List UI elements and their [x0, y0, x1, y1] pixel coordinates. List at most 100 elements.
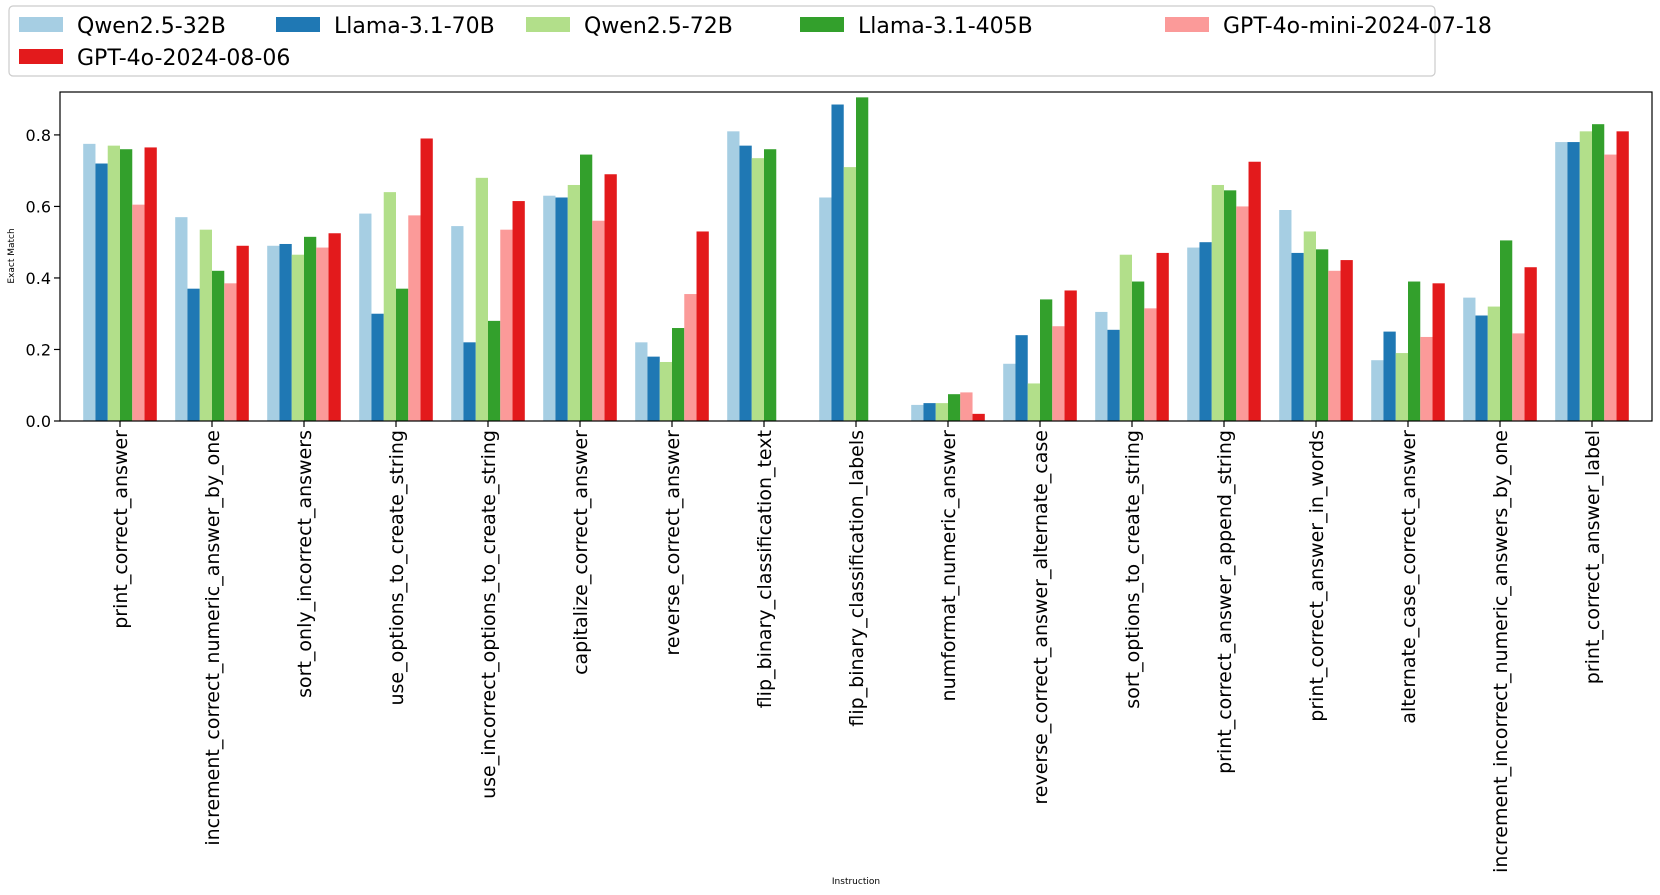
legend-label: GPT-4o-mini-2024-07-18: [1223, 14, 1492, 39]
legend-swatch: [1165, 17, 1209, 32]
x-tick-label: use_incorrect_options_to_create_string: [478, 430, 500, 799]
bar-GPT-4o-2024-08-06-increment_incorrect_numeric_answers_by_one: [1524, 267, 1537, 421]
y-tick-label: 0.2: [26, 340, 51, 359]
legend-label: Llama-3.1-70B: [334, 14, 495, 39]
bar-Llama-3.1-70B-sort_only_incorrect_answers: [279, 243, 292, 421]
legend: Qwen2.5-32B Llama-3.1-70B Qwen2.5-72B Llama…: [8, 5, 1492, 77]
bar-GPT-4o-mini-2024-07-18-alternate_case_correct_answer: [1420, 336, 1433, 421]
x-axis-title: Instruction: [832, 877, 880, 887]
bar-Llama-3.1-405B-numformat_numeric_answer: [948, 394, 961, 421]
x-tick-label: print_correct_answer: [110, 430, 132, 629]
y-tick-label: 0.0: [26, 412, 51, 431]
bar-Qwen2.5-32B-reverse_correct_answer: [635, 342, 648, 421]
bar-Llama-3.1-70B-flip_binary_classification_labels: [831, 104, 844, 422]
bar-Qwen2.5-32B-flip_binary_classification_text: [727, 131, 740, 421]
plot-frame: [59, 91, 1653, 422]
bar-Qwen2.5-32B-sort_options_to_create_string: [1095, 311, 1108, 421]
bar-GPT-4o-mini-2024-07-18-reverse_correct_answer_alternate_case: [1052, 326, 1065, 421]
bar-Llama-3.1-70B-sort_options_to_create_string: [1107, 329, 1120, 421]
y-axis: 0.0 0.2 0.4 0.6 0.8: [26, 126, 60, 431]
bar-GPT-4o-mini-2024-07-18-sort_only_incorrect_answers: [316, 247, 329, 421]
bar-GPT-4o-mini-2024-07-18-reverse_correct_answer: [684, 294, 697, 421]
bar-Qwen2.5-72B-increment_correct_numeric_answer_by_one: [199, 229, 212, 421]
legend-label: Qwen2.5-72B: [584, 14, 733, 39]
bar-Llama-3.1-70B-print_correct_answer_append_string: [1199, 242, 1212, 421]
bar-Qwen2.5-32B-capitalize_correct_answer: [543, 195, 556, 421]
bar-Qwen2.5-32B-print_correct_answer: [83, 143, 96, 421]
bar-GPT-4o-mini-2024-07-18-print_correct_answer_label: [1604, 154, 1617, 421]
bar-Qwen2.5-32B-print_correct_answer_label: [1555, 142, 1568, 421]
bar-Llama-3.1-70B-reverse_correct_answer: [647, 356, 660, 421]
bar-Qwen2.5-32B-sort_only_incorrect_answers: [267, 245, 280, 421]
legend-frame: [8, 5, 1436, 77]
x-tick-label: increment_incorrect_numeric_answers_by_o…: [1490, 430, 1512, 873]
bar-Qwen2.5-32B-increment_incorrect_numeric_answers_by_one: [1463, 297, 1476, 422]
bar-Llama-3.1-70B-alternate_case_correct_answer: [1383, 331, 1396, 421]
x-tick-label: print_correct_answer_label: [1582, 430, 1604, 684]
bar-GPT-4o-2024-08-06-sort_options_to_create_string: [1156, 252, 1169, 421]
bar-Qwen2.5-32B-numformat_numeric_answer: [911, 404, 924, 421]
bar-Llama-3.1-70B-print_correct_answer: [95, 163, 108, 421]
bar-GPT-4o-2024-08-06-reverse_correct_answer_alternate_case: [1064, 290, 1077, 421]
bar-GPT-4o-mini-2024-07-18-print_correct_answer_append_string: [1236, 206, 1249, 421]
bar-Llama-3.1-405B-sort_options_to_create_string: [1132, 281, 1145, 421]
bar-Llama-3.1-405B-flip_binary_classification_text: [764, 149, 777, 421]
legend-swatch: [800, 17, 844, 32]
bar-Qwen2.5-72B-sort_only_incorrect_answers: [291, 254, 304, 421]
bar-Qwen2.5-32B-use_incorrect_options_to_create_string: [451, 226, 464, 421]
bar-Llama-3.1-405B-sort_only_incorrect_answers: [304, 236, 317, 421]
bar-GPT-4o-2024-08-06-print_correct_answer_in_words: [1340, 260, 1353, 421]
bar-Qwen2.5-72B-use_options_to_create_string: [383, 192, 396, 421]
bar-Qwen2.5-72B-print_correct_answer_label: [1579, 131, 1592, 421]
x-tick-label: reverse_correct_answer: [662, 430, 684, 656]
bar-GPT-4o-mini-2024-07-18-increment_correct_numeric_answer_by_one: [224, 283, 237, 421]
y-axis-title: Exact Match: [7, 228, 17, 283]
x-tick-label: sort_only_incorrect_answers: [294, 430, 316, 698]
plot-area: 0.0 0.2 0.4 0.6 0.8 print_correct_answer incr…: [26, 91, 1653, 873]
bar-Qwen2.5-72B-reverse_correct_answer_alternate_case: [1027, 383, 1040, 421]
bar-Llama-3.1-70B-flip_binary_classification_text: [739, 145, 752, 421]
legend-label: Llama-3.1-405B: [858, 14, 1033, 39]
x-tick-label: flip_binary_classification_labels: [846, 430, 868, 727]
legend-swatch: [526, 17, 570, 32]
x-tick-label: print_correct_answer_in_words: [1306, 430, 1328, 722]
legend-label: GPT-4o-2024-08-06: [77, 46, 290, 71]
bar-Llama-3.1-405B-print_correct_answer_label: [1592, 124, 1605, 422]
bar-GPT-4o-mini-2024-07-18-capitalize_correct_answer: [592, 220, 605, 421]
bar-Qwen2.5-72B-sort_options_to_create_string: [1119, 254, 1132, 421]
bar-Llama-3.1-405B-use_incorrect_options_to_create_string: [488, 320, 501, 421]
bar-Qwen2.5-72B-flip_binary_classification_labels: [843, 167, 856, 421]
bar-Qwen2.5-32B-reverse_correct_answer_alternate_case: [1003, 363, 1016, 421]
bar-GPT-4o-2024-08-06-alternate_case_correct_answer: [1432, 283, 1445, 421]
bar-Qwen2.5-72B-alternate_case_correct_answer: [1395, 353, 1408, 421]
bar-Qwen2.5-72B-reverse_correct_answer: [659, 361, 672, 421]
bar-Qwen2.5-72B-flip_binary_classification_text: [751, 158, 764, 421]
bar-GPT-4o-2024-08-06-numformat_numeric_answer: [972, 413, 985, 421]
bar-GPT-4o-mini-2024-07-18-sort_options_to_create_string: [1144, 308, 1157, 421]
bar-Llama-3.1-70B-use_options_to_create_string: [371, 313, 384, 421]
bar-Llama-3.1-405B-reverse_correct_answer: [672, 328, 685, 421]
bar-GPT-4o-2024-08-06-print_correct_answer_append_string: [1248, 161, 1261, 422]
bar-Qwen2.5-72B-numformat_numeric_answer: [935, 403, 948, 421]
bar-Llama-3.1-405B-print_correct_answer_in_words: [1316, 249, 1329, 421]
x-tick-label: use_options_to_create_string: [386, 430, 408, 706]
bar-Qwen2.5-72B-print_correct_answer_in_words: [1303, 231, 1316, 421]
bar-GPT-4o-mini-2024-07-18-increment_incorrect_numeric_answers_by_one: [1512, 333, 1525, 421]
bar-Llama-3.1-405B-use_options_to_create_string: [396, 288, 409, 421]
bar-GPT-4o-2024-08-06-sort_only_incorrect_answers: [328, 233, 341, 421]
bar-Qwen2.5-32B-increment_correct_numeric_answer_by_one: [175, 217, 188, 421]
bar-GPT-4o-mini-2024-07-18-print_correct_answer: [132, 204, 145, 421]
bar-Llama-3.1-70B-use_incorrect_options_to_create_string: [463, 342, 476, 421]
bar-Llama-3.1-70B-reverse_correct_answer_alternate_case: [1015, 335, 1028, 421]
x-tick-label: flip_binary_classification_text: [754, 430, 776, 708]
y-tick-label: 0.6: [26, 197, 51, 216]
bar-Qwen2.5-32B-print_correct_answer_append_string: [1187, 247, 1200, 421]
x-tick-label: capitalize_correct_answer: [570, 430, 592, 675]
x-tick-label: numformat_numeric_answer: [938, 430, 960, 702]
bar-Qwen2.5-32B-use_options_to_create_string: [359, 213, 372, 421]
bar-GPT-4o-2024-08-06-use_incorrect_options_to_create_string: [512, 201, 525, 421]
bar-GPT-4o-mini-2024-07-18-numformat_numeric_answer: [960, 392, 973, 421]
bar-GPT-4o-2024-08-06-increment_correct_numeric_answer_by_one: [236, 245, 249, 421]
